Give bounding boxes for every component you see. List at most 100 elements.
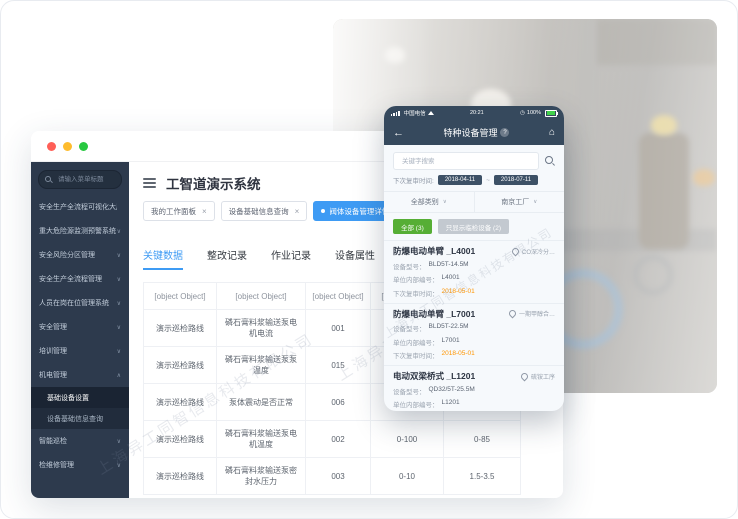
sidebar-item-label: 机电管理	[39, 372, 67, 379]
content-tab[interactable]: 关键数据	[143, 247, 183, 270]
chevron-icon: ∨	[116, 438, 121, 445]
sidebar-item[interactable]: 设备基础信息查询	[31, 408, 129, 429]
equipment-model-row: 设备型号： BLD5T-14.5M	[393, 261, 555, 271]
tab-chip[interactable]: 设备基础信息查询 ×	[220, 201, 308, 221]
equipment-model-row: 设备型号： BLD5T-22.5M	[393, 323, 555, 333]
equipment-model-row: 设备型号： QD32/5T-25.5M	[393, 386, 555, 396]
help-badge-icon[interactable]: ?	[500, 128, 510, 137]
close-icon[interactable]: ×	[202, 206, 207, 216]
table-header-cell: [object Object]	[216, 282, 306, 310]
sidebar-item[interactable]: 安全生产全流程可视化大屏	[31, 195, 129, 219]
cell-name: 泵体震动是否正常	[216, 383, 306, 421]
equipment-title: 防爆电动单臂 _L4001	[393, 246, 476, 256]
cell-name: 磷石膏料浆输送泵泵温度	[216, 346, 306, 384]
cell-category: 演示巡检路线	[143, 420, 217, 458]
cell-control-range: 0-85	[443, 420, 521, 458]
phone-search-field[interactable]	[393, 152, 539, 170]
sidebar-item[interactable]: 安全风险分区管理 ∨	[31, 243, 129, 267]
model-label: 设备型号：	[393, 326, 426, 333]
sidebar-item[interactable]: 基础设备设置	[31, 387, 129, 408]
cell-control-range: 1.5-3.5	[443, 457, 521, 495]
equipment-title: 防爆电动单臂 _L7001	[393, 308, 476, 319]
location-pin-icon	[510, 246, 521, 256]
review-label: 下次复审时间：	[393, 353, 439, 360]
sidebar-item-label: 设备基础信息查询	[47, 415, 103, 423]
code-value: L7001	[441, 336, 460, 344]
review-date-label: 下次复审时间:	[393, 178, 434, 185]
chevron-icon: ∨	[116, 348, 121, 355]
equipment-item[interactable]: 防爆电动单臂 _L4001 CO深冷分… 设备型号： BLD5T-14.5M 单…	[384, 240, 564, 303]
clock-icon: ◷	[520, 110, 525, 116]
date-from-button[interactable]: 2018-04-11	[437, 175, 483, 185]
equipment-title: 电动双梁桥式 _L1201	[393, 371, 476, 381]
sidebar-search[interactable]	[38, 170, 122, 189]
review-label: 下次复审时间：	[393, 290, 439, 298]
content-tab[interactable]: 整改记录	[207, 251, 247, 262]
search-icon[interactable]	[545, 156, 555, 166]
cell-range: 0-10	[370, 457, 444, 495]
window-minimize-button[interactable]	[63, 141, 72, 151]
sidebar-item[interactable]: 智能巡检 ∨	[31, 429, 129, 453]
battery-percent: 100%	[526, 110, 541, 116]
content-tab[interactable]: 设备属性	[335, 251, 375, 262]
sidebar-item[interactable]: 检维修管理 ∨	[31, 453, 129, 477]
cell-name: 磷石膏料浆输送泵密封水压力	[216, 457, 306, 495]
sidebar-item[interactable]: 安全生产全流程管理 ∨	[31, 267, 129, 291]
equipment-item[interactable]: 电动双梁桥式 _L1201 硫铵工序 设备型号： QD32/5T-25.5M 单…	[384, 365, 564, 411]
model-label: 设备型号：	[393, 263, 426, 271]
cell-name: 磷石膏料浆输送泵电机温度	[216, 420, 306, 458]
equipment-item-header: 防爆电动单臂 _L7001 一期甲醇合…	[393, 308, 555, 320]
sidebar-item[interactable]: 机电管理 ∧	[31, 363, 129, 387]
review-date-filter: 下次复审时间: 2018-04-11 ~ 2018-07-11	[384, 175, 564, 191]
back-icon[interactable]: ←	[393, 126, 404, 139]
review-value: 2018-05-01	[441, 350, 475, 357]
chevron-down-icon: ∨	[442, 199, 447, 205]
equipment-review-row: 下次复审时间： 2018-05-01	[393, 288, 555, 298]
sidebar-item[interactable]: 安全管理 ∨	[31, 315, 129, 339]
date-to-button[interactable]: 2018-07-11	[493, 175, 539, 185]
status-left: 中国电信	[391, 109, 434, 117]
chevron-icon: ∨	[116, 276, 121, 283]
tilde-separator: ~	[486, 176, 490, 184]
hamburger-icon[interactable]	[143, 178, 156, 188]
equipment-code-row: 单位内部编号： L4001	[393, 274, 555, 284]
model-label: 设备型号：	[393, 388, 426, 396]
sidebar-item[interactable]: 重大危险源监测预警系统 ∨	[31, 219, 129, 243]
cell-category: 演示巡检路线	[143, 346, 217, 384]
cell-category: 演示巡检路线	[143, 457, 217, 495]
chevron-down-icon: ∨	[533, 199, 538, 205]
home-icon[interactable]: ⌂	[548, 127, 555, 138]
phone-search-input[interactable]	[400, 156, 532, 166]
table-row[interactable]: 演示巡检路线 磷石膏料浆输送泵密封水压力 003 0-10 1.5-3.5	[143, 457, 521, 495]
cell-code: 015	[305, 346, 371, 384]
main-header: 工智道演示系统	[143, 172, 563, 194]
sidebar-item[interactable]: 人员在岗在位管理系统 ∨	[31, 291, 129, 315]
table-header-cell: [object Object]	[143, 282, 217, 310]
equipment-item[interactable]: 防爆电动单臂 _L7001 一期甲醇合… 设备型号： BLD5T-22.5M 单…	[384, 302, 564, 366]
sidebar-item[interactable]: 培训管理 ∨	[31, 339, 129, 363]
dropdown[interactable]: 全部类别 ∨	[384, 192, 474, 212]
sidebar-item-label: 智能巡检	[39, 438, 67, 445]
tab-chip[interactable]: 我的工作面板 ×	[143, 201, 215, 221]
close-icon[interactable]: ×	[294, 206, 300, 216]
model-value: QD32/5T-25.5M	[428, 385, 475, 393]
filter-pill[interactable]: 只显示临检设备 (2)	[437, 219, 509, 234]
table-header-cell: [object Object]	[305, 282, 371, 310]
dropdown[interactable]: 南京工厂 ∨	[473, 192, 565, 212]
dropdown-label: 南京工厂	[501, 199, 530, 206]
sidebar-search-input[interactable]	[56, 175, 115, 184]
sidebar: 安全生产全流程可视化大屏 重大危险源监测预警系统 ∨ 安全风险分区管理 ∨	[31, 162, 129, 498]
filter-pill[interactable]: 全部 (3)	[393, 219, 432, 234]
content-tab[interactable]: 作业记录	[271, 251, 311, 262]
status-time: 20:21	[469, 110, 484, 116]
phone-status-bar: 中国电信 20:21 ◷ 100%	[384, 106, 564, 120]
phone-title: 特种设备管理 ?	[404, 126, 549, 139]
code-label: 单位内部编号：	[393, 339, 439, 347]
sidebar-item-label: 安全生产全流程可视化大屏	[39, 204, 117, 211]
table-row[interactable]: 演示巡检路线 磷石膏料浆输送泵电机温度 002 0-100 0-85	[143, 420, 521, 458]
window-close-button[interactable]	[47, 141, 56, 151]
window-zoom-button[interactable]	[79, 141, 88, 151]
active-dot-icon	[321, 209, 326, 213]
code-value: L4001	[441, 274, 460, 281]
